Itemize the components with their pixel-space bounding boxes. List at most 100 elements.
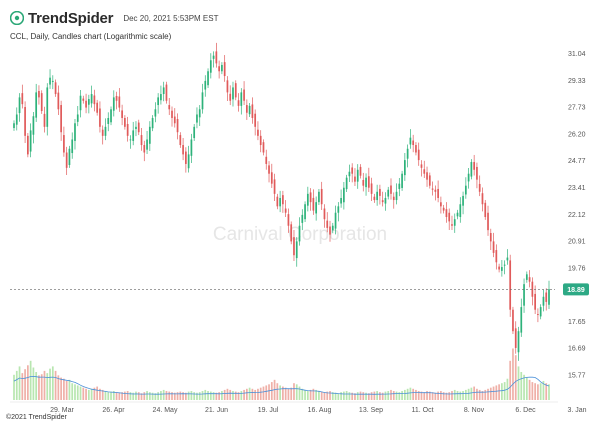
volume-bar [29,360,32,400]
volume-bar [74,384,76,400]
candle-body [212,55,215,59]
candle-body [68,148,71,165]
volume-bar [298,386,301,400]
volume-bar [387,391,390,400]
candle-body [118,96,121,108]
candle-body [104,126,107,136]
x-tick-label: 24. May [153,407,178,414]
x-tick-label: 16. Aug [308,407,332,414]
volume-bar [179,391,182,400]
candle-body [506,257,509,261]
candle-body [215,51,218,64]
candle-body [473,162,476,170]
volume-bar [168,391,171,400]
candle-body [46,87,49,127]
volume-bar [259,387,262,400]
volume-bar [440,391,442,400]
x-tick-label: 21. Jun [205,407,228,414]
candle-body [501,267,503,271]
candle-body [187,154,190,169]
candle-body [237,100,240,106]
volume-bar [13,374,15,400]
candle-body [209,60,212,73]
volume-bar [523,374,525,400]
candle-body [240,92,243,106]
candle-body [387,189,390,197]
candle-body [301,214,304,223]
volume-bar [428,391,431,400]
candle-body [340,197,342,204]
candle-body [470,162,473,177]
volume-bar [301,388,304,400]
candle-body [320,188,323,205]
candle-body [534,293,536,310]
candle-body [176,119,179,133]
candle-body [110,109,112,123]
volume-bar [437,391,439,400]
candle-body [71,139,74,154]
y-tick-label: 31.04 [568,51,586,58]
candle-body [509,260,512,310]
volume-bar [356,392,359,400]
candle-body [343,187,345,203]
candle-body [489,233,492,242]
candle-body [318,191,320,203]
y-tick-label: 24.77 [568,158,586,165]
candle-body [101,129,104,136]
candle-body [207,71,209,86]
candle-body [282,195,284,205]
volume-bar [126,391,129,400]
volume-bar [104,391,107,400]
volume-bar [173,392,176,400]
volume-bar [331,392,334,400]
y-tick-label: 19.76 [568,266,586,273]
volume-bar [140,393,143,400]
volume-bar [165,391,168,400]
candle-body [198,109,201,118]
candle-body [35,92,38,118]
candle-body [376,191,378,201]
y-tick-label: 22.12 [568,212,586,219]
candle-body [392,196,395,201]
volume-bar [270,382,273,400]
candle-body [279,197,281,207]
candle-body [218,66,220,72]
candle-body [528,277,531,282]
volume-bar [398,392,401,400]
volume-bar [509,360,512,400]
candle-body [38,90,40,98]
candle-body [273,179,276,194]
volume-bar [334,392,337,400]
candle-body [196,114,198,123]
volume-bar [545,383,548,400]
candle-body [121,110,123,118]
volume-bar [459,391,462,400]
candle-body [276,196,279,207]
candle-body [160,94,162,101]
candle-body [548,289,550,305]
volume-bar [76,385,79,400]
x-tick-label: 29. Mar [50,407,74,414]
volume-bar [381,392,384,400]
brand-name: TrendSpider [28,9,114,27]
volume-bar [223,389,226,400]
volume-bar [514,355,517,400]
volume-bar [423,392,426,400]
y-tick-label: 29.33 [568,78,586,85]
candle-body [229,93,232,101]
y-tick-label: 15.77 [568,373,586,380]
candle-body [492,241,495,253]
candle-body [337,206,340,213]
volume-bar [71,383,74,400]
candle-body [40,93,43,112]
volume-bar [240,391,243,400]
candle-body [223,62,226,77]
volume-bar [539,383,542,400]
volume-bar [315,389,318,400]
volume-bar [534,383,536,400]
volume-bar [392,391,395,400]
volume-bar [362,392,365,400]
volume-bar [525,377,528,400]
volume-bar [40,374,43,400]
